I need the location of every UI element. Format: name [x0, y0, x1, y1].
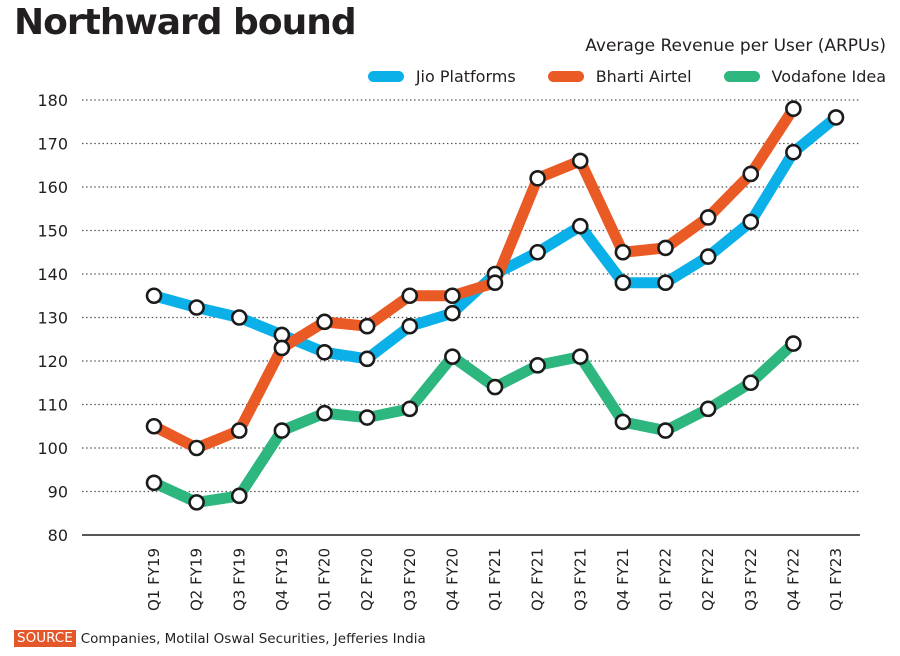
data-point-vodafone	[273, 422, 291, 439]
legend-item-airtel: Bharti Airtel	[547, 67, 692, 86]
series-line-vodafone	[148, 338, 799, 508]
x-tick-label: Q2 FY19	[188, 548, 206, 611]
data-point-jio	[358, 350, 376, 368]
y-tick-label: 100	[37, 439, 68, 458]
data-point-jio	[614, 274, 632, 292]
data-point-airtel	[188, 439, 205, 457]
data-point-airtel	[401, 287, 419, 305]
chart-title: Northward bound	[14, 2, 357, 43]
x-tick-label: Q3 FY22	[742, 548, 760, 611]
legend-swatch-jio	[367, 71, 404, 82]
y-tick-label: 110	[37, 396, 68, 415]
legend-swatch-vodafone	[723, 71, 760, 82]
data-point-airtel	[316, 313, 333, 331]
data-point-airtel	[444, 287, 461, 305]
data-point-airtel	[486, 274, 504, 292]
x-tick-label: Q1 FY20	[316, 548, 334, 611]
y-tick-label: 180	[37, 91, 68, 110]
y-tick-label: 90	[48, 483, 68, 502]
data-point-vodafone	[145, 474, 163, 492]
y-axis-tick-labels: 80 90 100 110 120 130 140 150 160 170 180	[37, 91, 68, 545]
data-point-vodafone	[699, 400, 717, 418]
data-point-airtel	[571, 152, 589, 170]
x-tick-label: Q1 FY19	[145, 548, 163, 611]
data-point-vodafone	[571, 348, 589, 365]
data-point-jio	[444, 304, 461, 322]
data-point-jio	[699, 248, 717, 265]
data-point-airtel	[614, 243, 632, 261]
x-tick-label: Q3 FY20	[401, 548, 419, 611]
series-line-jio	[148, 111, 842, 365]
data-point-airtel	[657, 239, 674, 257]
data-point-jio	[316, 343, 333, 361]
data-point-airtel	[145, 417, 163, 435]
x-tick-label: Q4 FY20	[443, 548, 461, 611]
y-tick-label: 160	[37, 178, 68, 197]
legend-item-jio: Jio Platforms	[367, 67, 516, 86]
y-tick-label: 140	[37, 265, 68, 284]
series-line-airtel	[148, 103, 799, 454]
x-tick-label: Q4 FY22	[784, 548, 802, 611]
data-point-airtel	[742, 165, 760, 183]
data-point-vodafone	[657, 422, 674, 439]
x-tick-label: Q4 FY19	[273, 548, 291, 611]
series-points	[145, 100, 845, 511]
x-tick-label: Q1 FY22	[657, 548, 675, 611]
legend-label-airtel: Bharti Airtel	[595, 67, 692, 86]
series-lines	[148, 103, 842, 508]
x-tick-label: Q1 FY23	[827, 548, 845, 611]
data-point-vodafone	[614, 413, 632, 431]
data-point-vodafone	[358, 409, 376, 426]
x-tick-label: Q3 FY21	[571, 548, 589, 611]
x-axis-tick-labels: Q1 FY19 Q2 FY19 Q3 FY19 Q4 FY19 Q1 FY20 Q2 FY…	[145, 548, 845, 611]
data-point-airtel	[230, 422, 248, 439]
data-point-vodafone	[486, 378, 504, 396]
source-note: SOURCE Companies, Motilal Oswal Securiti…	[14, 630, 426, 647]
x-tick-label: Q2 FY20	[358, 548, 376, 611]
data-point-jio	[230, 309, 248, 326]
data-point-jio	[145, 287, 163, 305]
y-tick-label: 170	[37, 135, 68, 154]
x-tick-label: Q1 FY21	[486, 548, 504, 611]
legend: Jio Platforms Bharti Airtel Vodafone Ide…	[336, 67, 886, 86]
x-tick-label: Q4 FY21	[614, 548, 632, 611]
x-tick-label: Q3 FY19	[230, 548, 248, 611]
data-point-vodafone	[529, 357, 546, 374]
data-point-vodafone	[316, 404, 333, 422]
data-point-vodafone	[188, 494, 205, 511]
legend-label-jio: Jio Platforms	[415, 67, 516, 86]
y-tick-label: 120	[37, 352, 68, 371]
data-point-vodafone	[785, 335, 802, 352]
data-point-airtel	[699, 209, 717, 226]
legend-label-vodafone: Vodafone Idea	[771, 67, 886, 86]
data-point-jio	[188, 299, 205, 316]
data-point-airtel	[785, 100, 802, 117]
data-point-jio	[529, 243, 546, 261]
x-tick-label: Q2 FY21	[529, 548, 547, 611]
source-text: Companies, Motilal Oswal Securities, Jef…	[80, 630, 426, 647]
legend-swatch-airtel	[547, 71, 584, 82]
data-point-jio	[657, 274, 674, 292]
gridlines	[82, 99, 860, 536]
legend-item-vodafone: Vodafone Idea	[723, 67, 886, 86]
data-point-jio	[742, 213, 760, 231]
y-tick-label: 130	[37, 309, 68, 328]
y-tick-label: 80	[48, 526, 68, 545]
data-point-vodafone	[444, 348, 461, 365]
data-point-jio	[785, 143, 802, 161]
data-point-airtel	[358, 317, 376, 335]
x-tick-label: Q2 FY22	[699, 548, 717, 611]
data-point-vodafone	[742, 374, 760, 392]
data-point-airtel	[529, 170, 546, 187]
data-point-jio	[571, 217, 589, 235]
data-point-jio	[401, 317, 419, 335]
data-point-jio	[827, 109, 845, 126]
source-tag: SOURCE	[14, 630, 76, 647]
chart-subtitle: Average Revenue per User (ARPUs)	[585, 36, 886, 56]
y-tick-label: 150	[37, 222, 68, 241]
data-point-vodafone	[230, 487, 248, 505]
data-point-airtel	[273, 339, 291, 357]
data-point-vodafone	[401, 400, 419, 418]
